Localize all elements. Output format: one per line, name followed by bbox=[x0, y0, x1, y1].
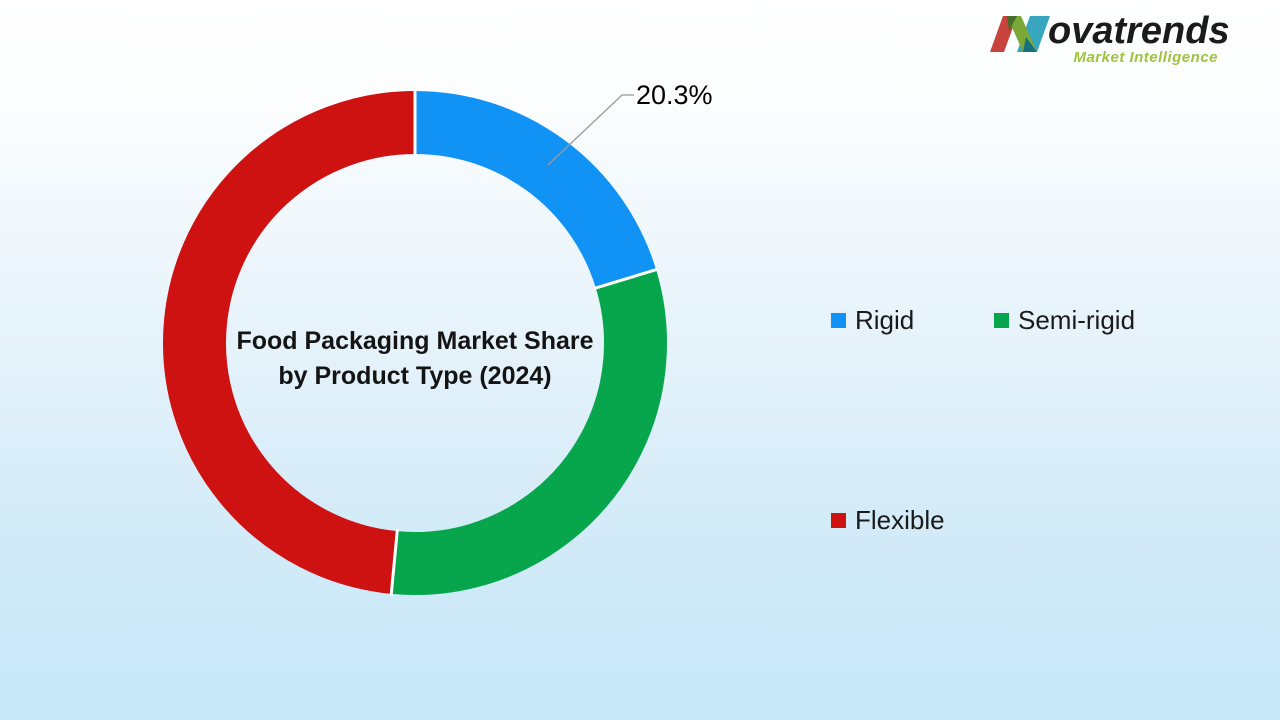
donut-chart bbox=[163, 89, 667, 597]
legend-label-rigid: Rigid bbox=[855, 305, 915, 335]
brand-mark-overlap-dark-teal bbox=[1023, 37, 1037, 52]
brand-tagline: Market Intelligence bbox=[1073, 49, 1218, 66]
legend-item-rigid: Rigid bbox=[831, 306, 914, 334]
chart-title-line1: Food Packaging Market Share bbox=[236, 327, 594, 355]
legend-swatch-flexible bbox=[831, 512, 846, 528]
brand-mark-overlap-dark-green bbox=[1007, 16, 1017, 31]
legend-item-semi-rigid: Semi-rigid bbox=[994, 306, 1135, 334]
donut-segments bbox=[163, 89, 667, 597]
legend-swatch-semi-rigid bbox=[994, 312, 1009, 328]
legend-item-flexible: Flexible bbox=[831, 506, 945, 534]
chart-title-line2: by Product Type (2024) bbox=[278, 362, 552, 390]
brand-logo: ovatrends Market Intelligence bbox=[990, 10, 1240, 73]
segment-divider bbox=[389, 529, 399, 597]
legend-label-semi-rigid: Semi-rigid bbox=[1018, 305, 1136, 335]
legend-label-flexible: Flexible bbox=[855, 505, 945, 535]
legend-swatch-rigid bbox=[831, 312, 846, 328]
label-leader-line bbox=[547, 94, 634, 166]
segment-divider bbox=[593, 267, 659, 291]
brand-n-monogram-icon bbox=[990, 16, 1050, 52]
chart-title: Food Packaging Market Share by Product T… bbox=[215, 324, 615, 394]
data-label-rigid: 20.3% bbox=[636, 80, 713, 110]
brand-wordmark: ovatrends bbox=[1048, 10, 1230, 52]
